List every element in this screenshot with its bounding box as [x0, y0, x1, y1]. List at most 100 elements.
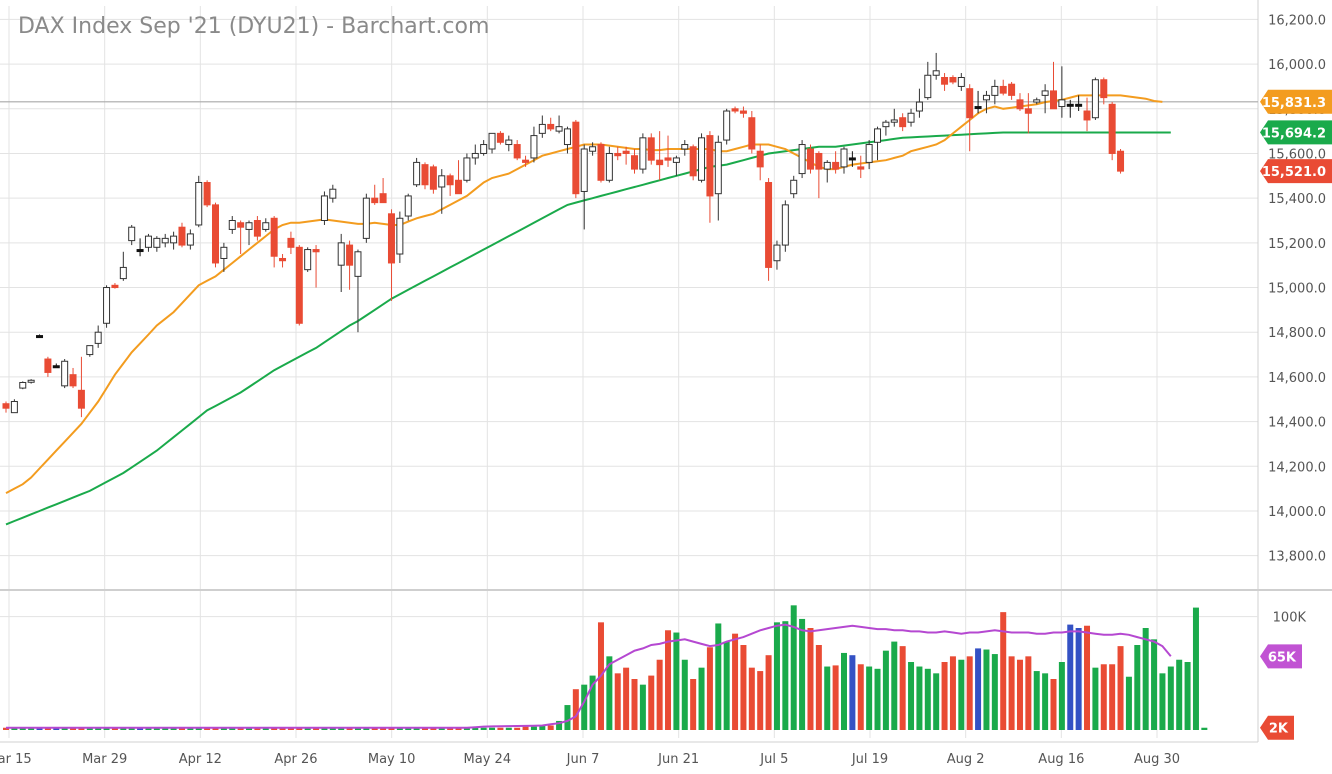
time-tick-label: Mar 15	[0, 752, 32, 767]
volume-bar	[983, 649, 990, 730]
candle-body	[1075, 103, 1083, 107]
candle-body	[631, 155, 638, 170]
candle-body	[279, 257, 287, 262]
volume-bar	[44, 727, 51, 730]
price-tag: 15,831.3	[1260, 89, 1332, 114]
time-tick-label: Aug 16	[1038, 752, 1084, 767]
candle-body	[480, 144, 488, 154]
volume-bar	[287, 727, 294, 730]
volume-bar	[656, 659, 663, 730]
volume-bar	[489, 727, 496, 730]
price-tick-label: 13,800.0	[1268, 550, 1326, 565]
volume-bar	[933, 673, 940, 730]
candle-body	[1066, 103, 1074, 107]
volume-bar	[1159, 673, 1166, 730]
candle-body	[36, 335, 44, 339]
candle-body	[10, 400, 18, 414]
candle-body	[1016, 99, 1024, 110]
candle-body	[170, 235, 178, 244]
volume-bar	[1008, 656, 1015, 730]
volume-bar	[866, 666, 873, 730]
volume-bar	[463, 727, 470, 730]
time-tick-label: Apr 26	[274, 752, 317, 767]
price-tick-label: 14,800.0	[1268, 326, 1326, 341]
candle-body	[153, 237, 161, 248]
volume-tag: 65K	[1260, 644, 1302, 669]
price-tick-label: 15,000.0	[1268, 282, 1326, 297]
volume-bar	[371, 727, 378, 730]
candle-body	[312, 249, 320, 253]
volume-bar	[782, 621, 789, 730]
volume-bar	[1067, 624, 1074, 730]
candle-body	[505, 139, 513, 146]
candle-body	[731, 108, 739, 112]
volume-bar	[547, 725, 554, 730]
candle-body	[1058, 99, 1066, 108]
candle-body	[295, 246, 303, 324]
candle-body	[915, 101, 923, 112]
volume-bar	[715, 623, 722, 730]
candle-body	[421, 164, 429, 186]
candle-body	[840, 148, 848, 168]
volume-bar	[522, 726, 529, 730]
volume-bar	[497, 727, 504, 730]
volume-bar	[832, 665, 839, 730]
candle-body	[111, 284, 119, 289]
volume-bar	[690, 679, 697, 730]
volume-bar	[1125, 676, 1132, 730]
volume-bar	[111, 727, 118, 730]
volume-bar	[530, 726, 537, 730]
volume-bar	[430, 727, 437, 730]
volume-tag-shape	[1260, 715, 1294, 740]
candle-body	[1108, 103, 1116, 154]
volume-bar	[908, 662, 915, 730]
volume-bar	[849, 655, 856, 730]
ma-long-line	[5, 131, 1171, 526]
volume-bar	[279, 727, 286, 730]
volume-bar	[28, 727, 35, 730]
candle-body	[681, 144, 689, 150]
volume-bar	[581, 684, 588, 730]
price-tag-shape	[1260, 89, 1332, 114]
price-tick-label: 15,400.0	[1268, 192, 1326, 207]
volume-bar	[296, 727, 303, 730]
candle-body	[957, 77, 965, 87]
candle-body	[815, 152, 823, 170]
volume-bar	[363, 727, 370, 730]
candle-body	[932, 70, 940, 76]
price-tag-label: 15,521.0	[1262, 165, 1326, 180]
candle-body	[999, 85, 1007, 94]
axis-layer: 13,800.0 14,000.0 14,200.0 14,400.0 14,600.0…	[0, 13, 1326, 767]
time-tick-label: Jul 19	[851, 752, 888, 767]
price-tag-layer: 15,831.3 15,694.2 15,521.0 65K 2K	[1260, 89, 1332, 740]
candle-body	[982, 94, 990, 101]
price-tick-label: 14,000.0	[1268, 505, 1326, 520]
time-tick-label: May 10	[368, 752, 416, 767]
volume-bar	[212, 727, 219, 730]
candle-body	[178, 226, 186, 246]
candle-body	[1091, 79, 1099, 119]
volume-bar	[137, 727, 144, 730]
volume-bar	[740, 645, 747, 730]
volume-bar	[631, 679, 638, 730]
candle-body	[438, 175, 446, 188]
grid-layer	[0, 0, 1332, 743]
volume-bar	[128, 727, 135, 730]
moving-average-layer	[5, 94, 1171, 526]
volume-bar	[271, 727, 278, 730]
volume-bar	[572, 689, 579, 730]
candle-body	[949, 77, 957, 83]
volume-bar	[841, 652, 847, 730]
candle-body	[698, 137, 706, 181]
chart-title: DAX Index Sep '21 (DYU21) - Barchart.com	[18, 14, 490, 39]
volume-bar	[1201, 727, 1208, 730]
volume-bar	[1151, 639, 1158, 730]
candle-body	[547, 123, 555, 130]
candle-body	[1050, 90, 1057, 110]
candle-body	[387, 213, 395, 264]
candle-body	[496, 132, 504, 143]
volume-bar	[1167, 666, 1174, 730]
volume-bar	[1100, 664, 1107, 730]
volume-bar	[899, 646, 906, 730]
volume-bar	[1134, 645, 1141, 730]
